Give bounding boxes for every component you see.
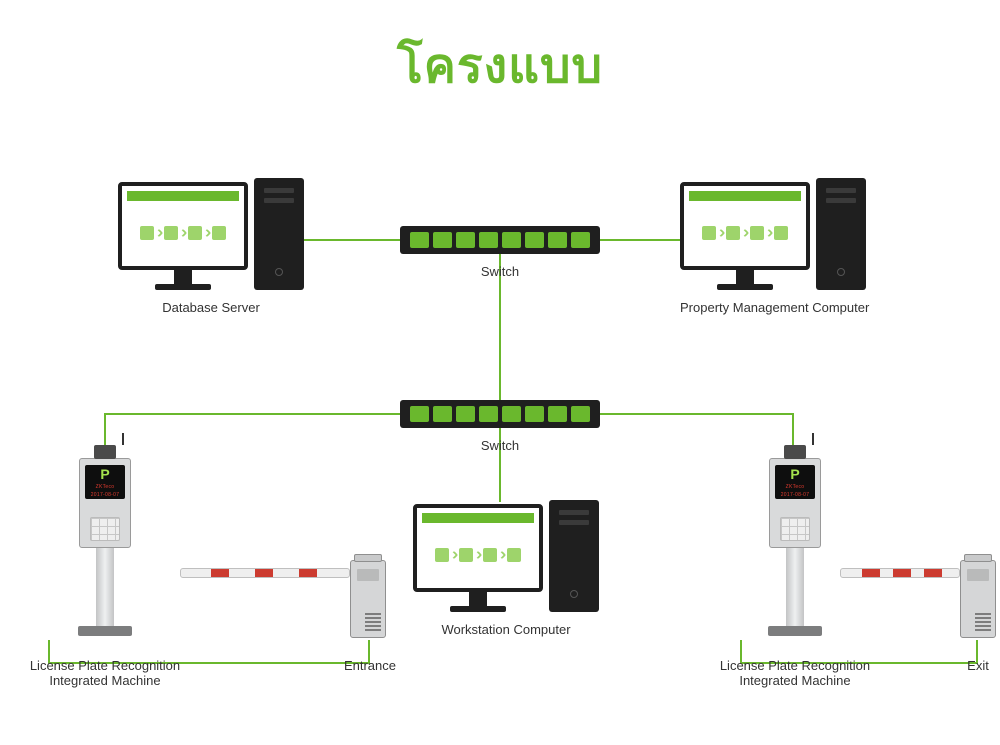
lpr-display-line2: 2017-08-07 bbox=[781, 492, 810, 498]
database-server-label: Database Server bbox=[118, 300, 304, 315]
lpr-left-label: License Plate Recognition Integrated Mac… bbox=[0, 658, 210, 688]
barrier-gate-entrance bbox=[180, 560, 386, 638]
pm-computer-label: Property Management Computer bbox=[680, 300, 869, 315]
pc-tower-icon bbox=[816, 178, 866, 290]
barrier-arm-icon bbox=[180, 568, 350, 578]
diagram-title: โครงแบบ bbox=[0, 28, 1000, 104]
lpr-display-line2: 2017-08-07 bbox=[91, 492, 120, 498]
lpr-machine-right: P ZKTeco 2017-08-07 bbox=[760, 458, 830, 636]
lpr-machine-left: P ZKTeco 2017-08-07 bbox=[70, 458, 140, 636]
workstation-label: Workstation Computer bbox=[413, 622, 599, 637]
property-management-computer: Property Management Computer bbox=[680, 178, 869, 315]
switch-bottom: Switch bbox=[400, 400, 600, 453]
barrier-entrance-label: Entrance bbox=[320, 658, 420, 673]
edge bbox=[300, 239, 400, 241]
lpr-display-symbol: P bbox=[790, 466, 799, 482]
switch-top: Switch bbox=[400, 226, 600, 279]
barrier-box-icon bbox=[960, 560, 996, 638]
monitor-icon bbox=[118, 182, 248, 290]
barrier-arm-icon bbox=[840, 568, 960, 578]
monitor-icon bbox=[413, 504, 543, 612]
barrier-exit-label: Exit bbox=[948, 658, 1000, 673]
lpr-display-symbol: P bbox=[100, 466, 109, 482]
lpr-kiosk-icon: P ZKTeco 2017-08-07 bbox=[769, 458, 821, 548]
lpr-display-line1: ZKTeco bbox=[786, 484, 805, 490]
barrier-gate-exit bbox=[840, 560, 996, 638]
database-server: Database Server bbox=[118, 178, 304, 315]
edge bbox=[600, 413, 794, 415]
lpr-kiosk-icon: P ZKTeco 2017-08-07 bbox=[79, 458, 131, 548]
lpr-right-label: License Plate Recognition Integrated Mac… bbox=[690, 658, 900, 688]
pc-tower-icon bbox=[254, 178, 304, 290]
network-switch-icon bbox=[400, 226, 600, 254]
monitor-icon bbox=[680, 182, 810, 290]
barrier-box-icon bbox=[350, 560, 386, 638]
network-switch-icon bbox=[400, 400, 600, 428]
edge bbox=[104, 413, 400, 415]
edge bbox=[600, 239, 682, 241]
pc-tower-icon bbox=[549, 500, 599, 612]
switch-bottom-label: Switch bbox=[400, 438, 600, 453]
lpr-display-line1: ZKTeco bbox=[96, 484, 115, 490]
switch-top-label: Switch bbox=[400, 264, 600, 279]
workstation-computer: Workstation Computer bbox=[413, 500, 599, 637]
